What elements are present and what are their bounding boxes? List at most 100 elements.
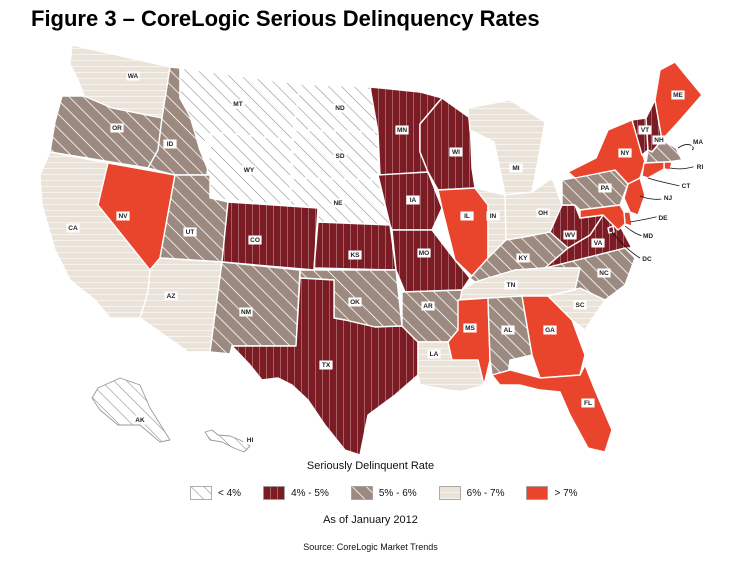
state-fl [491,364,613,453]
state-label-bg [133,415,147,425]
state-ak [91,377,171,443]
state-co [221,201,319,271]
state-label-ms: MS [465,325,475,332]
legend-label: 6% - 7% [466,487,505,499]
state-label-bg [239,307,253,317]
state-label-nj: NJ [664,195,673,202]
state-label-bg [573,300,587,310]
state-label-bg [640,254,654,264]
legend-label: > 7% [554,487,578,499]
state-label-ak: AK [135,417,145,424]
state-label-me: ME [673,92,683,99]
state-label-bg [652,135,666,145]
state-label-az: AZ [167,293,176,300]
state-label-wv: WV [565,232,576,239]
state-mi [467,99,546,196]
state-dc [607,225,615,234]
state-label-md: MD [643,233,653,240]
state-label-ks: KS [350,252,360,259]
state-label-bg [618,148,632,158]
state-label-bg [597,268,611,278]
state-ct [641,161,665,179]
state-label-ri: RI [697,164,704,171]
state-label-bg [66,223,80,233]
us-delinquency-map: WA OR CA NV ID MT WY UT AZ CO NM ND SD NE KS OK TX MN IA MO… [40,45,707,455]
state-label-id: ID [167,141,174,148]
state-label-bg [679,181,693,191]
state-label-or: OR [112,125,122,132]
state-label-ut: UT [186,229,195,236]
state-label-ky: KY [518,255,528,262]
state-label-bg [509,163,523,173]
state-label-ia: IA [410,197,417,204]
state-label-co: CO [250,237,260,244]
state-label-bg [543,325,557,335]
state-hi [204,429,251,453]
state-az [139,257,223,353]
state-label-bg [348,250,362,260]
state-label-bg [661,193,675,203]
state-ar [401,289,463,343]
state-label-in: IN [490,213,497,220]
state-label-oh: OH [538,210,548,217]
state-label-bg [598,183,612,193]
state-label-fl: FL [584,400,592,407]
legend-label: < 4% [218,487,242,499]
state-label-ct: CT [682,183,691,190]
state-label-tx: TX [322,362,331,369]
state-ks [313,221,397,271]
state-label-bg [460,211,474,221]
state-label-bg [693,162,707,172]
legend-title: Seriously Delinquent Rate [306,460,435,472]
state-label-bg [591,238,605,248]
state-label-il: IL [464,213,470,220]
state-label-bg [536,208,550,218]
state-label-hi: HI [247,437,254,444]
as-of-date: As of January 2012 [323,514,418,526]
state-label-ga: GA [545,327,555,334]
state-label-bg [656,213,670,223]
state-label-bg [501,325,515,335]
legend-item: < 4% [190,486,241,500]
state-nc [544,247,636,301]
state-label-bg [691,137,705,147]
state-label-bg [231,99,245,109]
state-label-mt: MT [233,101,242,108]
state-label-bg [641,231,655,241]
state-me [654,61,703,141]
state-label-bg [348,297,362,307]
state-label-wy: WY [244,167,255,174]
state-label-bg [463,323,477,333]
state-label-wi: WI [452,149,460,156]
figure-title: Figure 3 – CoreLogic Serious Delinquency… [31,6,540,31]
state-label-mi: MI [512,165,519,172]
state-label-bg [126,71,140,81]
state-label-ca: CA [68,225,78,232]
state-md [579,204,626,231]
state-label-bg [449,147,463,157]
state-label-sc: SC [575,302,584,309]
state-label-dc: DC [642,256,652,263]
source-note: Source: CoreLogic Market Trends [303,542,438,552]
state-label-ok: OK [350,299,360,306]
state-label-nv: NV [118,213,128,220]
state-ri [663,161,673,171]
legend: < 4% 4% - 5% 5% - 6% 6% - 7% > 7% [190,486,578,500]
state-label-bg [581,398,595,408]
state-label-nd: ND [335,105,345,112]
state-label-bg [331,198,345,208]
state-label-nc: NC [599,270,609,277]
state-label-pa: PA [601,185,610,192]
legend-item: > 7% [526,486,578,500]
state-mo [391,229,471,293]
legend-swatch [190,486,212,500]
state-label-bg [516,253,530,263]
legend-label: 5% - 6% [378,487,417,499]
legend-label: 4% - 5% [291,487,329,499]
state-label-nm: NM [241,309,251,316]
state-label-bg [427,349,441,359]
state-label-bg [417,248,431,258]
state-label-bg [116,211,130,221]
state-label-mn: MN [397,127,407,134]
state-label-ne: NE [333,200,343,207]
